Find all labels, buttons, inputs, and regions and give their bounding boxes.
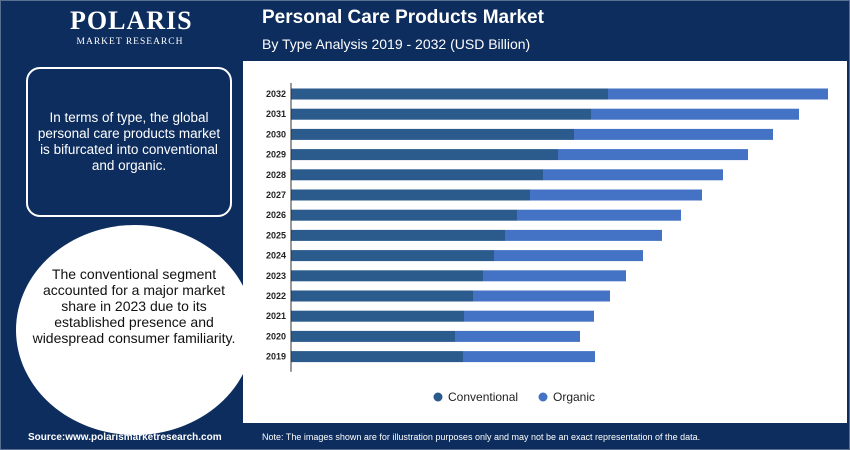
bar-organic bbox=[473, 290, 610, 302]
bar-organic bbox=[574, 128, 773, 140]
page-subtitle: By Type Analysis 2019 - 2032 (USD Billio… bbox=[262, 36, 531, 52]
bar-organic bbox=[543, 169, 723, 181]
bar-chart: 2032 2031 2030 2029 2028 2027 2026 2025 2024 2023… bbox=[266, 83, 828, 404]
y-tick-label: 2028 bbox=[266, 170, 286, 180]
bar-organic bbox=[517, 209, 681, 221]
legend-label-conventional: Conventional bbox=[448, 390, 518, 404]
y-tick-label: 2019 bbox=[266, 352, 286, 362]
y-tick-label: 2031 bbox=[266, 109, 286, 119]
bar-conventional bbox=[291, 290, 473, 302]
y-tick-label: 2025 bbox=[266, 230, 286, 240]
type-summary-text: In terms of type, the global personal ca… bbox=[37, 110, 221, 173]
bar-conventional bbox=[291, 310, 464, 322]
page-title: Personal Care Products Market bbox=[262, 7, 544, 28]
y-tick-label: 2023 bbox=[266, 271, 286, 281]
y-tick-label: 2024 bbox=[266, 251, 286, 261]
y-tick-label: 2030 bbox=[266, 129, 286, 139]
source-text: Source:www.polarismarketresearch.com bbox=[28, 432, 222, 443]
bar-conventional bbox=[291, 270, 483, 282]
polaris-logo: POLARIS MARKET RESEARCH bbox=[70, 6, 193, 52]
y-tick-label: 2029 bbox=[266, 150, 286, 160]
disclaimer-note: Note: The images shown are for illustrat… bbox=[262, 432, 701, 442]
logo-subtitle: MARKET RESEARCH bbox=[76, 37, 184, 47]
logo-name: POLARIS bbox=[70, 6, 193, 35]
y-tick-label: 2021 bbox=[266, 311, 286, 321]
bar-conventional bbox=[291, 88, 608, 100]
bar-conventional bbox=[291, 330, 455, 342]
y-tick-label: 2027 bbox=[266, 190, 286, 200]
bar-organic bbox=[608, 88, 828, 100]
bar-conventional bbox=[291, 229, 505, 241]
legend-marker-conventional bbox=[433, 392, 443, 402]
bar-organic bbox=[558, 149, 748, 161]
y-tick-label: 2032 bbox=[266, 89, 286, 99]
bar-organic bbox=[455, 330, 580, 342]
bar-organic bbox=[530, 189, 702, 201]
bar-conventional bbox=[291, 189, 530, 201]
bar-conventional bbox=[291, 169, 543, 181]
legend-label-organic: Organic bbox=[553, 390, 595, 404]
bar-conventional bbox=[291, 351, 463, 363]
y-tick-label: 2026 bbox=[266, 210, 286, 220]
type-summary-box: In terms of type, the global personal ca… bbox=[26, 67, 232, 217]
bar-conventional bbox=[291, 149, 558, 161]
bar-conventional bbox=[291, 128, 574, 140]
highlight-circle bbox=[16, 225, 254, 435]
legend-marker-organic bbox=[538, 392, 548, 402]
bar-conventional bbox=[291, 250, 494, 262]
bar-organic bbox=[505, 229, 662, 241]
chart-panel: 2032 2031 2030 2029 2028 2027 2026 2025 2024 2023… bbox=[243, 61, 847, 423]
highlight-text: The conventional segment accounted for a… bbox=[32, 266, 236, 346]
bar-organic bbox=[483, 270, 626, 282]
y-tick-label: 2020 bbox=[266, 331, 286, 341]
bar-organic bbox=[494, 250, 643, 262]
y-tick-label: 2022 bbox=[266, 291, 286, 301]
bar-organic bbox=[464, 310, 594, 322]
bar-conventional bbox=[291, 108, 591, 120]
bar-organic bbox=[591, 108, 799, 120]
bar-conventional bbox=[291, 209, 517, 221]
bar-organic bbox=[463, 351, 595, 363]
